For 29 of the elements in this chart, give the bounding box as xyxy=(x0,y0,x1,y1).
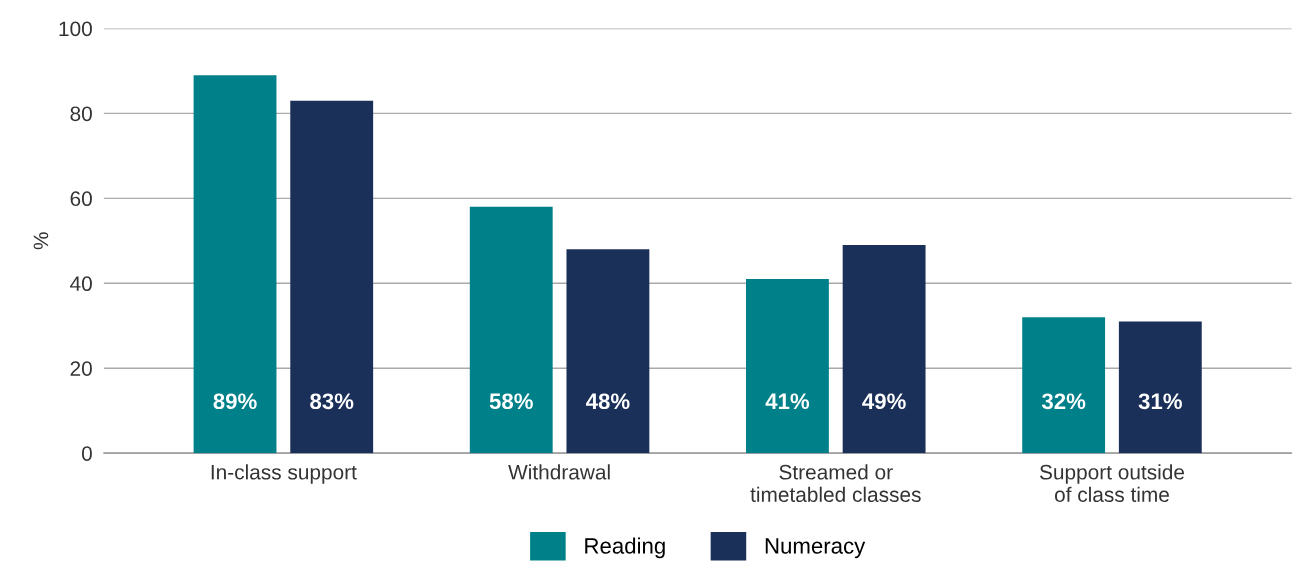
x-tick-label: In-class support xyxy=(211,464,357,484)
x-tick-label: Withdrawal xyxy=(508,464,610,480)
data-label: 41% xyxy=(765,393,810,410)
bar xyxy=(842,245,926,454)
bar xyxy=(1118,321,1202,454)
data-label: 49% xyxy=(862,393,906,410)
bar xyxy=(1022,317,1106,454)
data-label: 32% xyxy=(1041,393,1086,410)
x-tick-label: Streamed or timetabled classes xyxy=(750,464,921,502)
bar xyxy=(290,100,374,454)
data-label: 31% xyxy=(1138,393,1182,410)
y-axis-title: % xyxy=(33,232,49,250)
data-label: 48% xyxy=(586,393,630,410)
legend-label: Numeracy xyxy=(765,538,866,559)
bar xyxy=(566,249,650,454)
y-tick-label: 40 xyxy=(70,276,92,292)
data-label: 83% xyxy=(310,393,354,410)
y-tick-label: 80 xyxy=(70,106,92,122)
x-tick-label: Support outside of class time xyxy=(1039,464,1185,502)
data-label: 89% xyxy=(213,393,257,410)
y-tick-label: 60 xyxy=(70,191,92,207)
y-tick-label: 0 xyxy=(81,446,92,461)
bar xyxy=(746,279,829,454)
data-label: 58% xyxy=(489,393,533,410)
bar xyxy=(193,75,277,454)
y-tick-label: 100 xyxy=(59,21,92,37)
bar xyxy=(469,206,553,454)
y-tick-label: 20 xyxy=(70,361,92,376)
legend-label: Reading xyxy=(585,537,665,559)
